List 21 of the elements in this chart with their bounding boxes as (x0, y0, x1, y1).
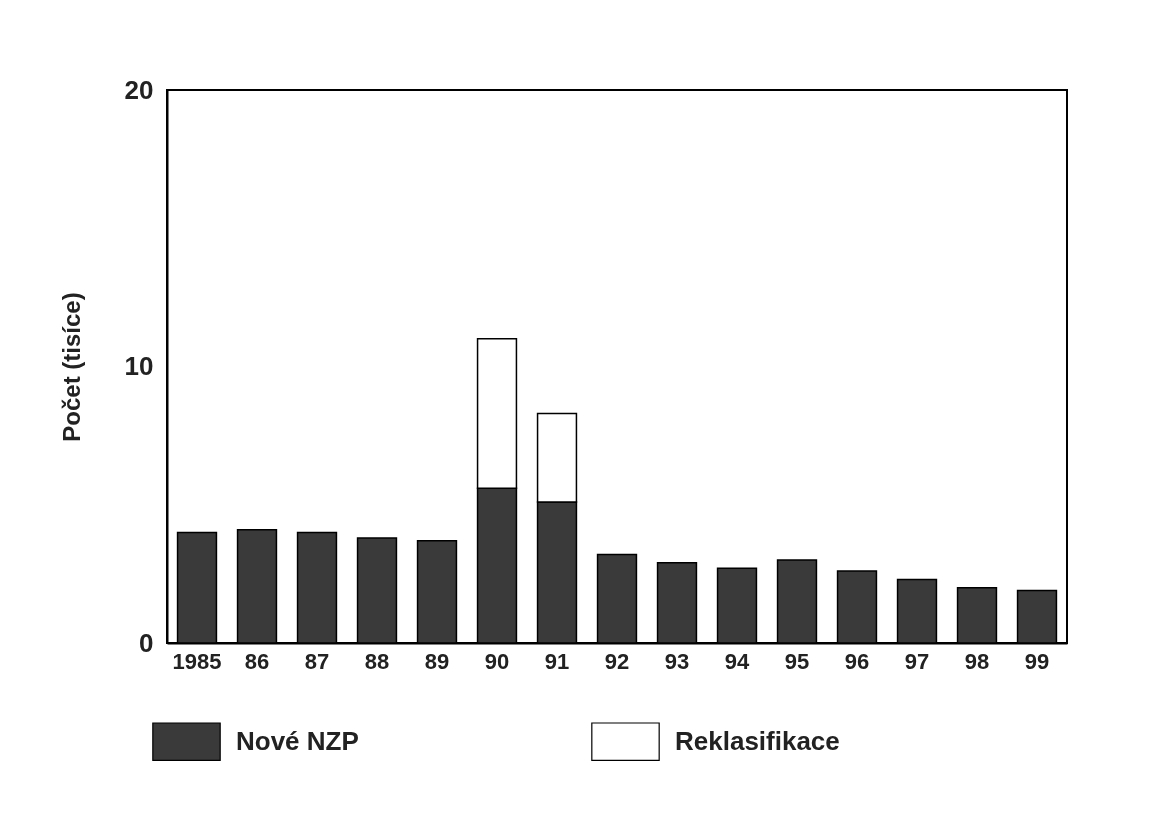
y-tick-label: 10 (124, 351, 154, 381)
x-tick-label: 92 (604, 648, 630, 674)
x-tick-label: 93 (664, 648, 690, 674)
legend-label: Reklasifikace (675, 725, 840, 756)
x-tick-label: 1985 (172, 648, 222, 674)
legend-label: Nové NZP (236, 725, 359, 756)
x-tick-label: 87 (304, 648, 330, 674)
x-tick-label: 91 (544, 648, 570, 674)
x-tick-label: 90 (484, 648, 510, 674)
y-axis-title: Počet (tisíce) (57, 292, 85, 442)
y-tick-label: 0 (139, 627, 154, 658)
x-tick-label: 96 (844, 648, 870, 674)
x-tick-label: 89 (424, 648, 450, 674)
x-tick-label: 86 (244, 648, 270, 674)
x-tick-label: 99 (1024, 648, 1050, 674)
x-tick-label: 97 (904, 648, 930, 674)
x-tick-label: 98 (964, 648, 990, 674)
y-tick-label: 20 (124, 74, 154, 105)
x-tick-label: 94 (724, 648, 750, 674)
x-tick-label: 88 (364, 648, 390, 674)
x-tick-label: 95 (784, 648, 810, 674)
